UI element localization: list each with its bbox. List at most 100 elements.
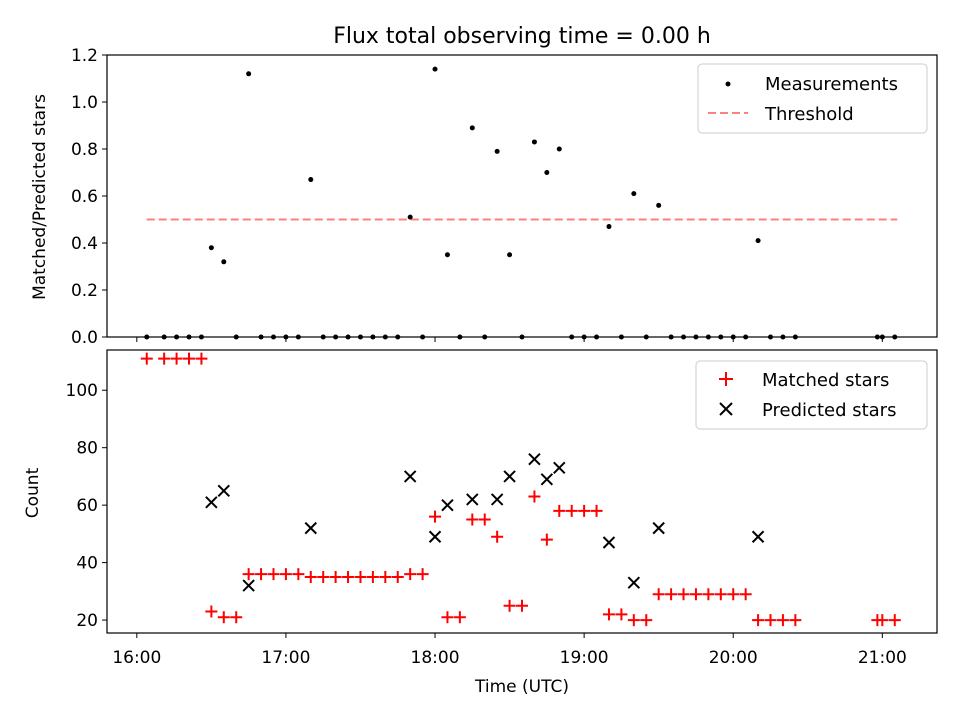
matched-star-marker [429,510,442,523]
measurement-point [208,245,214,251]
y-tick-label: 0.4 [71,234,98,254]
matched-star-marker [441,611,454,624]
x-axis-label: Time (UTC) [474,677,569,697]
matched-star-marker [764,614,777,627]
predicted-star-marker [441,498,454,512]
predicted-star-marker [553,461,566,475]
predicted-star-marker [242,579,255,592]
predicted-star-marker [217,484,231,497]
matched-star-marker [242,568,255,581]
matched-star-marker [329,570,342,583]
legend-measurements-label: Measurements [765,74,898,95]
matched-star-marker [478,513,491,526]
matched-star-marker [267,568,280,581]
matched-star-marker [366,570,379,583]
matched-star-marker [404,568,417,581]
matched-star-marker [317,570,330,583]
chart-title: Flux total observing time = 0.00 h [333,24,711,49]
matched-star-marker [466,513,479,526]
legend-matched-label: Matched stars [762,370,889,391]
matched-star-marker [342,570,355,583]
predicted-star-marker [503,470,516,483]
matched-star-marker [170,352,183,365]
measurement-point [221,259,227,265]
matched-star-marker [578,504,591,517]
legend-cross-icon [719,402,733,416]
bottom-x-ticks: 16:00 17:00 18:00 19:00 20:00 21:00 [112,633,907,668]
measurement-point [531,139,537,145]
legend-plus-icon [719,372,733,386]
bottom-y-axis-label: Count [23,467,43,518]
legend-dot-icon [725,81,731,87]
y-tick-label: 0.6 [71,187,98,207]
matched-star-marker [230,611,243,624]
measurement-point [308,177,314,183]
matched-star-marker [255,568,268,581]
matched-star-marker [183,352,196,365]
predicted-star-marker [304,521,317,535]
matched-star-marker [516,599,528,612]
predicted-star-marker [751,530,765,543]
x-tick-label: 18:00 [411,648,460,668]
matched-star-marker [702,588,715,601]
top-x-ticks [136,337,883,342]
matched-star-marker [217,611,230,624]
y-tick-label: 40 [76,554,98,574]
x-tick-label: 20:00 [709,648,758,668]
y-tick-label: 1.0 [71,93,98,113]
matched-star-marker [416,568,429,581]
x-tick-label: 17:00 [261,648,310,668]
measurement-point [755,238,761,244]
measurement-point [444,252,450,258]
matched-star-marker [714,588,727,601]
matched-star-marker [205,605,218,618]
matched-star-marker [195,352,208,365]
measurement-point [407,214,413,220]
x-tick-label: 16:00 [112,648,161,668]
predicted-star-marker [490,493,504,506]
matched-star-marker [727,588,740,601]
matched-star-marker [553,504,566,517]
matched-star-marker [876,614,889,627]
legend-predicted-label: Predicted stars [762,400,896,421]
top-legend-box [697,63,928,134]
matched-star-marker [528,490,541,503]
matched-star-marker [590,504,603,517]
top-plot-frame [106,54,938,338]
bottom-y-ticks: 20 40 60 80 100 [66,381,107,631]
measurement-point [556,146,562,152]
measurement-point [469,125,475,131]
matched-star-marker [789,614,802,627]
measurement-point [494,148,500,154]
matched-star-marker [739,588,752,601]
matched-star-marker [602,608,615,621]
matched-star-marker [540,533,553,546]
matched-star-marker [640,614,653,627]
predicted-star-markers [205,452,765,592]
matched-star-marker [689,588,702,601]
measurement-point [606,224,612,230]
matched-star-marker [292,568,305,581]
y-tick-label: 0.2 [71,281,98,301]
matched-star-marker [615,608,628,621]
y-tick-label: 80 [76,439,98,459]
matched-star-marker [304,570,317,583]
matched-star-marker [354,570,367,583]
matched-star-marker [776,614,789,627]
measurement-point [432,66,438,72]
y-tick-label: 20 [76,611,98,631]
predicted-star-marker [428,530,442,543]
matched-star-marker [677,588,690,601]
measurement-point [656,202,662,208]
y-tick-label: 0.0 [71,328,98,348]
predicted-star-marker [602,536,616,549]
bottom-legend-box [695,360,928,430]
x-tick-label: 19:00 [560,648,609,668]
top-y-ticks: 0.0 0.2 0.4 0.6 0.8 1.0 1.2 [71,46,107,348]
matched-star-marker [665,588,678,601]
matched-star-marker [158,352,171,365]
predicted-star-marker [528,452,541,466]
predicted-star-marker [540,473,554,486]
matched-star-marker [503,599,516,612]
